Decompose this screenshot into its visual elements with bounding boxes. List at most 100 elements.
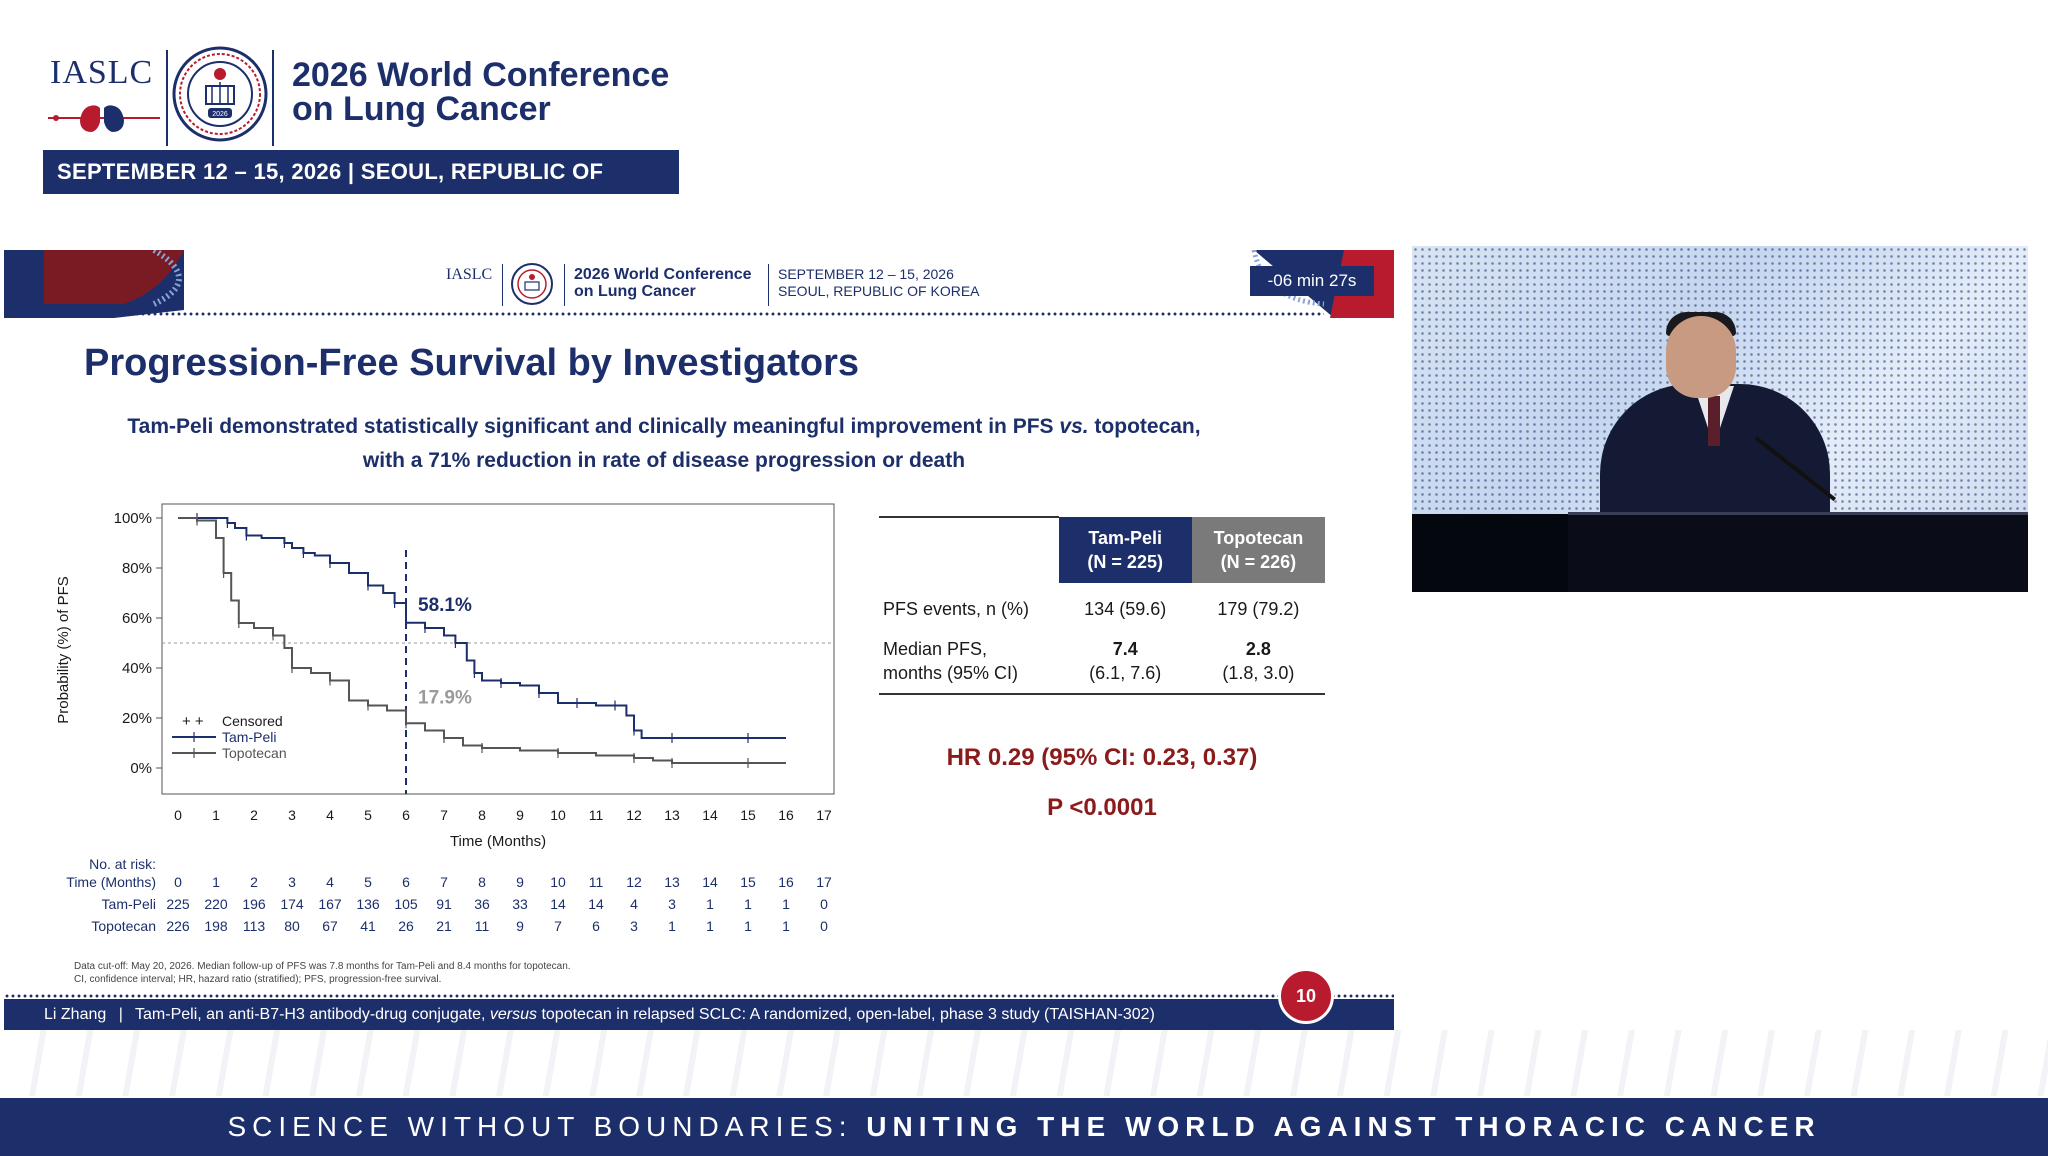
- x-tick-label: 7: [440, 807, 448, 823]
- table-header-topotecan: Topotecan (N = 226): [1191, 517, 1325, 583]
- seal-year: 2026: [212, 111, 228, 118]
- legend-series-label: Topotecan: [222, 745, 287, 761]
- footer-text1: Tam-Peli, an anti-B7-H3 antibody-drug co…: [135, 1006, 490, 1023]
- risk-cell: 14: [550, 896, 566, 912]
- risk-cell: 174: [280, 896, 304, 912]
- conference-date-bar: SEPTEMBER 12 – 15, 2026 | SEOUL, REPUBLI…: [43, 150, 679, 228]
- x-tick-label: 14: [702, 807, 718, 823]
- risk-cell: 225: [166, 896, 190, 912]
- x-tick-label: 4: [326, 807, 334, 823]
- footer-author: Li Zhang: [44, 1006, 107, 1023]
- bottom-pattern: [0, 1030, 2048, 1096]
- landmark-label: 58.1%: [418, 595, 472, 616]
- risk-cell: 1: [706, 896, 714, 912]
- number-at-risk-table: No. at risk: Time (Months) 0 1 2 3 4 5 6 7 8 9 10 1…: [44, 856, 844, 966]
- podium: [1568, 512, 2028, 592]
- page-number-badge: 10: [1278, 968, 1334, 1024]
- hazard-ratio: HR 0.29 (95% CI: 0.23, 0.37): [946, 744, 1258, 771]
- risk-cell: 41: [360, 918, 376, 934]
- presentation-slide: IASLC 2026 World Conference on Lung Canc…: [4, 250, 1394, 1030]
- risk-cell: 80: [284, 918, 300, 934]
- footer-versus: versus: [489, 1006, 538, 1023]
- risk-times-row: 0 1 2 3 4 5 6 7 8 9 10 11 12 13 14 15 16 17: [44, 874, 844, 892]
- conference-header: IASLC 2026 2026 World Conference on Lung…: [40, 40, 700, 228]
- risk-cell: 91: [436, 896, 452, 912]
- footer-separator: |: [118, 1006, 123, 1023]
- iaslc-logo-text: IASLC: [50, 54, 154, 91]
- risk-cell: 3: [630, 918, 638, 934]
- banner-bold-text: UNITING THE WORLD AGAINST THORACIC CANCE…: [866, 1111, 1821, 1142]
- p-value: P <0.0001: [1047, 794, 1157, 821]
- footer-text2: topotecan in relapsed SCLC: A randomized…: [537, 1006, 1155, 1023]
- risk-cell: 14: [588, 896, 604, 912]
- risk-cell: 3: [668, 896, 676, 912]
- risk-cell: 1: [668, 918, 676, 934]
- x-tick-label: 1: [212, 807, 220, 823]
- risk-cell: 1: [706, 918, 714, 934]
- risk-cell: 33: [512, 896, 528, 912]
- bottom-banner: SCIENCE WITHOUT BOUNDARIES: UNITING THE …: [0, 1098, 2048, 1156]
- dotted-divider-bottom: [4, 994, 1394, 998]
- table-header-tampeli: Tam-Peli (N = 225): [1058, 517, 1192, 583]
- risk-cell: 8: [478, 874, 486, 890]
- table-row: PFS events, n (%) 134 (59.6) 179 (79.2): [879, 583, 1325, 629]
- x-tick-label: 0: [174, 807, 182, 823]
- risk-cell: 12: [626, 874, 642, 890]
- conference-title-line1: 2026 World Conference: [292, 56, 670, 94]
- risk-cell: 10: [550, 874, 566, 890]
- subtitle-part2: topotecan,: [1088, 415, 1201, 438]
- x-tick-label: 17: [816, 807, 832, 823]
- mini-iaslc-text: IASLC: [446, 266, 493, 283]
- risk-cell: 1: [782, 918, 790, 934]
- slide-footer: Li Zhang | Tam-Peli, an anti-B7-H3 antib…: [4, 999, 1394, 1030]
- risk-row-topotecan: 226 198 113 80 67 41 26 21 11 9 7 6 3 1 1 1 1 0: [44, 918, 844, 936]
- x-axis-label: Time (Months): [450, 833, 546, 850]
- x-tick-label: 9: [516, 807, 524, 823]
- legend-censored-label: Censored: [222, 713, 283, 729]
- speaker-head: [1666, 316, 1736, 398]
- x-tick-label: 13: [664, 807, 680, 823]
- x-tick-label: 12: [626, 807, 642, 823]
- cell-pfs-events-tampeli: 134 (59.6): [1084, 599, 1167, 619]
- y-tick-label: 100%: [114, 510, 152, 527]
- risk-cell: 167: [318, 896, 342, 912]
- risk-cell: 3: [288, 874, 296, 890]
- risk-cell: 9: [516, 874, 524, 890]
- y-tick-label: 20%: [122, 710, 152, 727]
- risk-cell: 36: [474, 896, 490, 912]
- y-tick-label: 40%: [122, 660, 152, 677]
- risk-cell: 2: [250, 874, 258, 890]
- subtitle-vs: vs.: [1059, 415, 1089, 438]
- header-separator: [272, 50, 274, 146]
- risk-row-label-tampeli: Tam-Peli: [101, 896, 156, 912]
- risk-cell: 4: [326, 874, 334, 890]
- mini-conference-title: 2026 World Conference on Lung Cancer: [574, 266, 752, 300]
- header-separator: [166, 50, 168, 146]
- risk-cell: 220: [204, 896, 228, 912]
- x-tick-label: 15: [740, 807, 756, 823]
- risk-cell: 4: [630, 896, 638, 912]
- slide-header-logo: IASLC 2026 World Conference on Lung Canc…: [442, 260, 982, 310]
- landmark-label: 17.9%: [418, 687, 472, 708]
- row-label-median-pfs: Median PFS, months (95% CI): [879, 629, 1059, 695]
- slide-title: Progression-Free Survival by Investigato…: [84, 342, 860, 384]
- x-tick-label: 10: [550, 807, 566, 823]
- banner-light-text: SCIENCE WITHOUT BOUNDARIES:: [227, 1111, 867, 1142]
- y-tick-label: 0%: [130, 760, 152, 777]
- risk-cell: 1: [744, 918, 752, 934]
- countdown-timer: -06 min 27s: [1250, 266, 1374, 296]
- x-tick-label: 6: [402, 807, 410, 823]
- km-curve-topotecan: [178, 517, 786, 764]
- risk-cell: 7: [440, 874, 448, 890]
- table-header-blank: [879, 516, 1059, 583]
- risk-row-tampeli: 225 220 196 174 167 136 105 91 36 33 14 14 4 3 1 1 1 0: [44, 896, 844, 914]
- mini-separator: [502, 264, 503, 306]
- mini-conf-line2: on Lung Cancer: [574, 283, 696, 300]
- cell-pfs-events-topotecan: 179 (79.2): [1217, 599, 1300, 619]
- risk-cell: 0: [820, 896, 828, 912]
- risk-cell: 14: [702, 874, 718, 890]
- risk-cell: 198: [204, 918, 228, 934]
- risk-cell: 15: [740, 874, 756, 890]
- risk-cell: 26: [398, 918, 414, 934]
- mini-seal-icon: [511, 263, 553, 305]
